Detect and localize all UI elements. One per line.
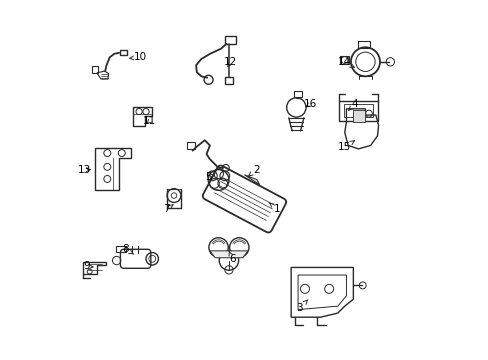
Polygon shape (209, 251, 247, 258)
Bar (343, 104, 372, 117)
Text: 13: 13 (78, 165, 91, 175)
Text: 6: 6 (228, 252, 235, 265)
Bar (92, 66, 98, 73)
Text: 7: 7 (163, 204, 173, 214)
Text: 12: 12 (224, 58, 237, 67)
Bar (116, 246, 126, 252)
Text: 4: 4 (348, 99, 358, 110)
Text: 5: 5 (204, 172, 214, 181)
Bar (187, 142, 194, 149)
Bar (120, 50, 127, 55)
Text: 1: 1 (268, 203, 280, 214)
Text: 9: 9 (83, 261, 93, 271)
Text: 11: 11 (142, 116, 156, 126)
Bar (357, 41, 369, 48)
Bar (338, 101, 378, 121)
Bar (340, 56, 348, 64)
Bar (225, 36, 235, 44)
Text: 14: 14 (337, 58, 354, 67)
Text: 15: 15 (337, 141, 354, 152)
Bar (293, 91, 302, 98)
Bar (224, 77, 233, 84)
Text: 16: 16 (303, 99, 316, 109)
Text: 3: 3 (296, 300, 307, 313)
Text: 10: 10 (129, 52, 147, 62)
Text: 8: 8 (122, 244, 134, 254)
Text: 2: 2 (248, 165, 260, 176)
Polygon shape (353, 110, 364, 122)
